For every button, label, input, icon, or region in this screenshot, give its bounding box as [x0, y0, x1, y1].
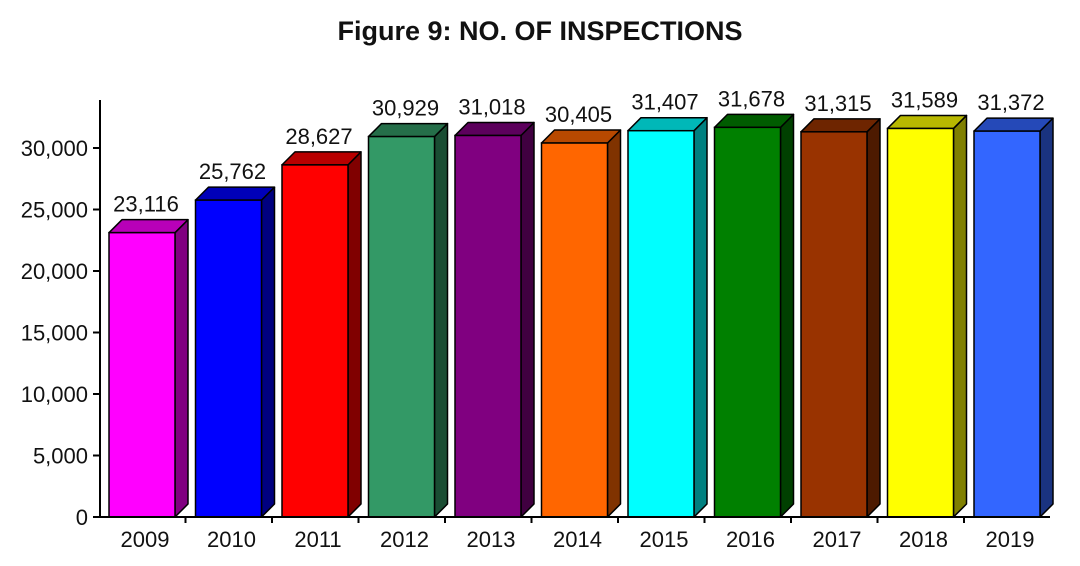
bar-2016 — [713, 113, 795, 518]
bar-top — [627, 116, 708, 132]
value-label-2015: 31,407 — [631, 90, 698, 115]
axes-layer: 0 5,000 10,000 15,000 20,000 25,000 30,000 — [21, 100, 1050, 530]
bar-top — [194, 186, 276, 201]
bar-side — [174, 218, 189, 518]
bar-side — [779, 113, 795, 518]
bar-side — [606, 129, 622, 518]
bar-top — [281, 151, 362, 166]
bar-front — [973, 130, 1041, 518]
bar-side — [347, 151, 362, 518]
bar-front — [800, 131, 868, 518]
category-label-2016: 2016 — [726, 527, 775, 552]
bar-front — [194, 199, 263, 518]
category-label-2009: 2009 — [121, 527, 170, 552]
y-tick-label: 20,000 — [21, 259, 88, 284]
bar-side — [1039, 117, 1054, 518]
bar-side — [952, 114, 968, 518]
bar-top — [108, 218, 189, 234]
y-tick-label: 0 — [76, 505, 88, 530]
value-label-2017: 31,315 — [804, 91, 871, 116]
value-label-2013: 31,018 — [458, 94, 525, 119]
bar-front — [627, 129, 695, 518]
bar-front — [367, 135, 436, 518]
bar-front — [886, 127, 955, 518]
bar-side — [693, 116, 708, 518]
bar-top — [540, 129, 622, 144]
value-label-2016: 31,678 — [718, 86, 785, 111]
bar-side — [260, 186, 276, 518]
bar-2017 — [800, 118, 881, 518]
bar-2012 — [367, 122, 449, 518]
bar-front — [281, 164, 349, 518]
bar-top — [800, 118, 881, 133]
bar-top — [886, 114, 968, 130]
y-tick-label: 10,000 — [21, 382, 88, 407]
bar-2019 — [973, 117, 1054, 518]
category-label-2018: 2018 — [899, 527, 948, 552]
bar-top — [367, 122, 449, 138]
bar-top — [713, 113, 795, 129]
bar-2015 — [627, 116, 708, 518]
value-label-2011: 28,627 — [285, 124, 352, 149]
bar-top — [973, 117, 1054, 132]
category-label-2012: 2012 — [380, 527, 429, 552]
category-label-2017: 2017 — [813, 527, 862, 552]
value-label-2019: 31,372 — [977, 90, 1044, 115]
bars-layer — [108, 113, 1054, 518]
bar-side — [433, 122, 449, 518]
bar-front — [108, 231, 176, 518]
category-label-2011: 2011 — [294, 527, 341, 552]
bar-front — [713, 126, 782, 518]
category-label-2013: 2013 — [467, 527, 516, 552]
y-tick-label: 5,000 — [33, 444, 88, 469]
bar-top — [454, 121, 535, 137]
bar-2014 — [540, 129, 622, 518]
y-tick-label: 15,000 — [21, 321, 88, 346]
chart-title: Figure 9: NO. OF INSPECTIONS — [337, 16, 743, 46]
bar-front — [540, 142, 609, 518]
bar-2013 — [454, 121, 535, 518]
category-label-2014: 2014 — [553, 527, 602, 552]
value-label-2018: 31,589 — [891, 87, 958, 112]
value-label-2009: 23,116 — [113, 192, 179, 217]
value-label-2012: 30,929 — [372, 96, 439, 121]
bar-front — [454, 134, 522, 518]
category-label-2015: 2015 — [640, 527, 689, 552]
value-label-2010: 25,762 — [199, 159, 266, 184]
bar-side — [866, 118, 881, 518]
bar-side — [520, 121, 535, 518]
y-tick-label: 30,000 — [21, 136, 88, 161]
bar-2009 — [108, 218, 189, 518]
bar-2010 — [194, 186, 276, 518]
value-label-2014: 30,405 — [545, 102, 612, 127]
labels-layer: 23,116 2009 25,762 2010 28,627 2011 30,929 2012… — [113, 86, 1044, 552]
category-label-2010: 2010 — [207, 527, 256, 552]
bar-2011 — [281, 151, 362, 518]
bar-2018 — [886, 114, 968, 518]
category-label-2019: 2019 — [986, 527, 1035, 552]
y-tick-label: 25,000 — [21, 198, 88, 223]
